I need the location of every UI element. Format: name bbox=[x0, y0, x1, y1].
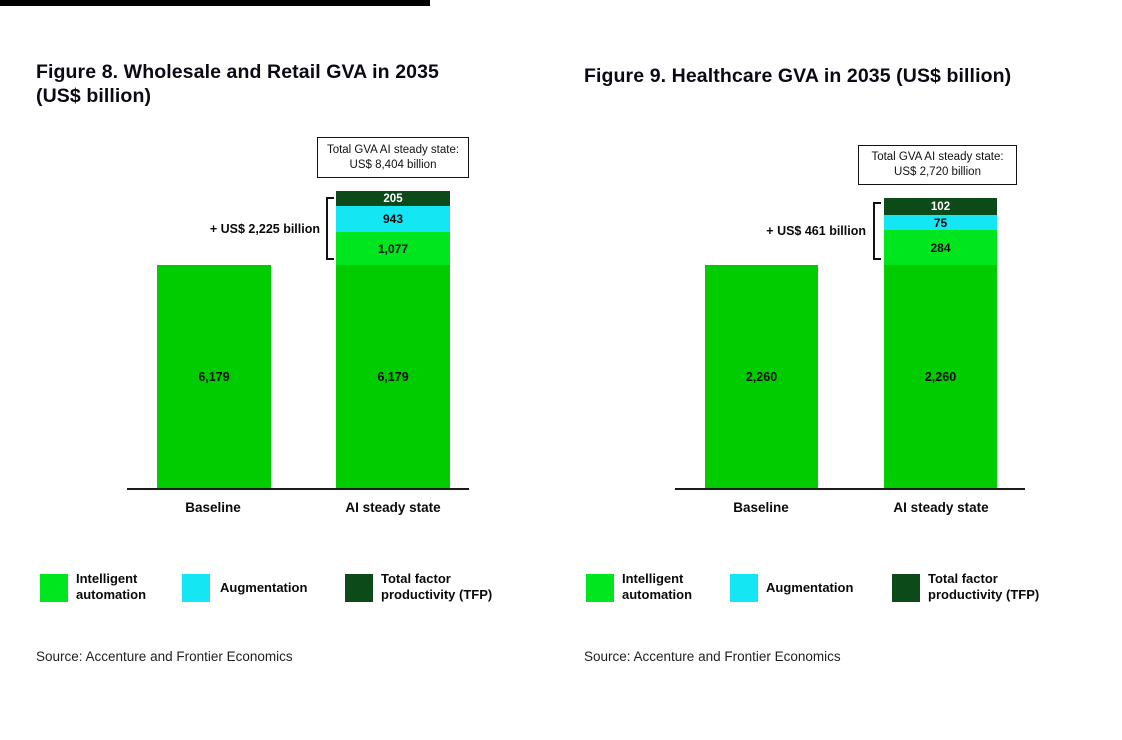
figure9-total-gva-box: Total GVA AI steady state: US$ 2,720 bil… bbox=[858, 145, 1017, 185]
figure9-steady-base-value: 2,260 bbox=[924, 370, 957, 384]
figure8-legend-swatch-augmentation bbox=[182, 574, 210, 602]
figure9-axis-label-steady: AI steady state bbox=[893, 500, 989, 515]
figure8-baseline-bar: 6,179 bbox=[157, 265, 271, 488]
figure9-axis-label-baseline: Baseline bbox=[733, 500, 789, 515]
figure8-title: Figure 8. Wholesale and Retail GVA in 20… bbox=[36, 61, 439, 107]
figure8-source: Source: Accenture and Frontier Economics bbox=[36, 649, 293, 664]
figure9-steady-base-segment: 2,260 bbox=[884, 265, 997, 489]
figure9-legend-label-intelligent-automation: Intelligent automation bbox=[622, 571, 693, 602]
figure9-baseline-value: 2,260 bbox=[745, 369, 778, 384]
figure9-legend-label-tfp: Total factor productivity (TFP) bbox=[928, 571, 1040, 602]
figure9-intelligent-automation-segment: 284 bbox=[884, 230, 997, 265]
figure9-tfp-value: 102 bbox=[930, 200, 951, 213]
figure9-intelligent-automation-value: 284 bbox=[930, 240, 951, 255]
figure8-augmentation-segment: 943 bbox=[336, 206, 450, 232]
figure8-uplift-label: + US$ 2,225 billion bbox=[209, 222, 320, 236]
figure9-source: Source: Accenture and Frontier Economics bbox=[584, 649, 841, 664]
figure8-legend-label-tfp: Total factor productivity (TFP) bbox=[381, 571, 493, 602]
figure8-intelligent-automation-segment: 1,077 bbox=[336, 232, 450, 265]
figure8-augmentation-value: 943 bbox=[382, 212, 404, 226]
figure8-total-gva-box: Total GVA AI steady state: US$ 8,404 bil… bbox=[317, 137, 469, 178]
figure9-baseline-bar: 2,260 bbox=[705, 265, 818, 488]
figure8-steady-base-segment: 6,179 bbox=[336, 265, 450, 489]
figure9-title: Figure 9. Healthcare GVA in 2035 (US$ bi… bbox=[584, 65, 1012, 87]
figure9-steady-state-bar: 102 75 284 2,260 bbox=[884, 198, 997, 489]
figure8-legend-label-intelligent-automation: Intelligent automation bbox=[76, 571, 147, 602]
figure8-axis-label-baseline: Baseline bbox=[185, 500, 241, 515]
figure9-augmentation-value: 75 bbox=[933, 215, 948, 230]
figure9-legend-label-augmentation: Augmentation bbox=[766, 580, 854, 595]
figure8-legend-label-augmentation: Augmentation bbox=[220, 580, 308, 595]
figure9-legend-swatch-augmentation bbox=[730, 574, 758, 602]
figure8-total-box-line1: Total GVA AI steady state: bbox=[326, 143, 460, 156]
page-top-rule bbox=[0, 0, 430, 6]
figure9-legend-swatch-tfp bbox=[892, 574, 920, 602]
figure9-uplift-label: + US$ 461 billion bbox=[766, 224, 866, 238]
figure8-intelligent-automation-value: 1,077 bbox=[377, 241, 409, 256]
figure9-total-box-line2: US$ 2,720 billion bbox=[894, 166, 981, 178]
figure8-legend-swatch-intelligent-automation bbox=[40, 574, 68, 602]
figure8-axis-label-steady: AI steady state bbox=[345, 500, 441, 515]
figure8-uplift-bracket bbox=[326, 197, 334, 260]
figure8-legend-swatch-tfp bbox=[345, 574, 373, 602]
figure9-tfp-segment: 102 bbox=[884, 198, 997, 215]
figure9-legend-swatch-intelligent-automation bbox=[586, 574, 614, 602]
figure8-steady-state-bar: 205 943 1,077 6,179 bbox=[336, 191, 450, 489]
figure9-uplift-bracket bbox=[873, 202, 881, 260]
figure8-x-axis bbox=[127, 488, 469, 490]
figure8-baseline-value: 6,179 bbox=[198, 369, 230, 384]
figure9-total-box-line1: Total GVA AI steady state: bbox=[871, 151, 1004, 163]
figure9-x-axis bbox=[675, 488, 1025, 490]
figure8-steady-base-value: 6,179 bbox=[377, 370, 409, 384]
figure8-total-box-line2: US$ 8,404 billion bbox=[349, 158, 437, 171]
figure8-tfp-value: 205 bbox=[383, 192, 403, 205]
figure9-augmentation-segment: 75 bbox=[884, 215, 997, 230]
figure8-tfp-segment: 205 bbox=[336, 191, 450, 206]
